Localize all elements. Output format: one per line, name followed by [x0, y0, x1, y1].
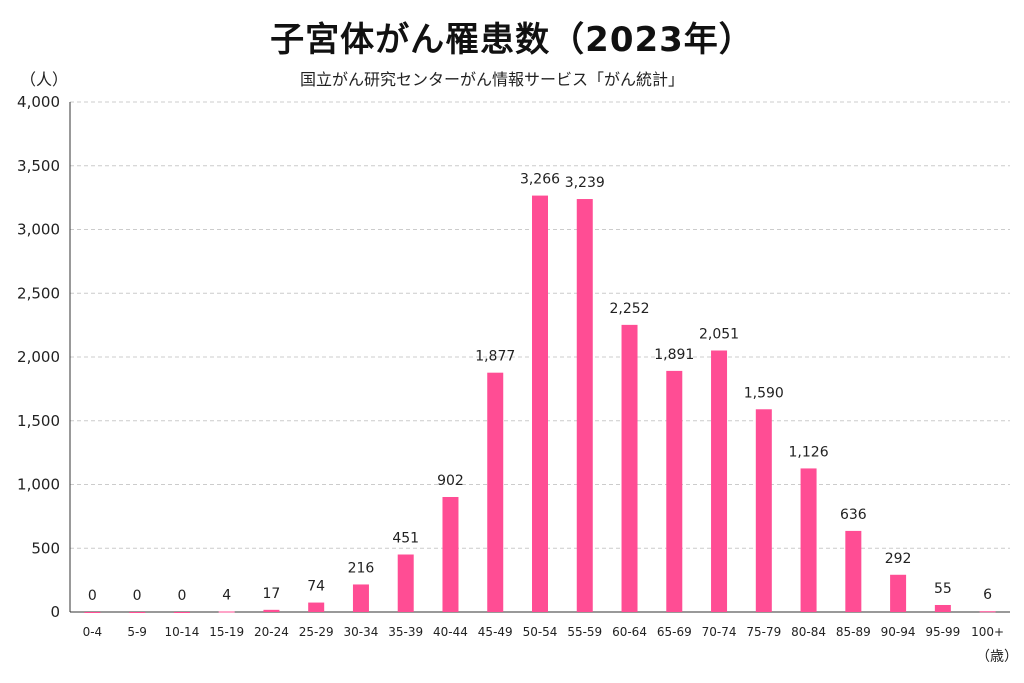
data-label: 292 — [885, 551, 912, 567]
bar — [263, 609, 280, 612]
x-tick-label: 20-24 — [254, 625, 289, 639]
y-tick-label: 3,500 — [17, 157, 60, 175]
x-tick-label: 25-29 — [299, 625, 334, 639]
data-label: 0 — [133, 588, 142, 604]
y-tick-label: 4,000 — [17, 93, 60, 111]
bar — [800, 468, 817, 612]
data-label: 1,590 — [744, 385, 784, 401]
data-label: 1,877 — [475, 349, 515, 365]
bar — [352, 584, 369, 612]
bar — [308, 602, 325, 612]
x-tick-label: 75-79 — [746, 625, 781, 639]
x-tick-label: 70-74 — [702, 625, 737, 639]
bar — [755, 409, 772, 612]
x-tick-label: 95-99 — [925, 625, 960, 639]
data-label: 636 — [840, 507, 867, 523]
data-label: 4 — [222, 587, 231, 603]
y-tick-label: 500 — [31, 539, 60, 557]
data-label: 55 — [934, 581, 952, 597]
bar — [845, 530, 862, 612]
data-label: 1,126 — [789, 444, 829, 460]
x-axis-unit: （歳） — [976, 649, 1018, 665]
data-label: 6 — [983, 587, 992, 603]
y-tick-label: 0 — [50, 603, 60, 621]
bar — [576, 199, 593, 612]
bar — [979, 611, 996, 613]
data-label: 216 — [348, 560, 375, 576]
y-tick-label: 1,500 — [17, 412, 60, 430]
y-tick-label: 2,500 — [17, 284, 60, 302]
x-tick-label: 60-64 — [612, 625, 647, 639]
x-tick-label: 35-39 — [388, 625, 423, 639]
x-tick-label: 15-19 — [209, 625, 244, 639]
data-label: 74 — [307, 579, 325, 595]
chart-title: 子宮体がん罹患数（2023年） — [270, 20, 754, 60]
data-label: 0 — [177, 588, 186, 604]
source-note: 国立がん研究センターがん情報サービス「がん統計」 — [300, 70, 685, 89]
data-label: 451 — [392, 530, 419, 546]
bar — [218, 611, 235, 613]
bar — [84, 612, 101, 613]
bar — [666, 370, 683, 612]
bar — [487, 372, 504, 612]
data-label: 902 — [437, 473, 464, 489]
bar — [934, 604, 951, 612]
bar — [397, 554, 414, 612]
x-tick-label: 30-34 — [344, 625, 379, 639]
x-tick-label: 0-4 — [83, 625, 103, 639]
x-tick-label: 85-89 — [836, 625, 871, 639]
bar — [442, 496, 459, 612]
data-label: 2,252 — [609, 301, 649, 317]
y-tick-label: 1,000 — [17, 476, 60, 494]
bar — [173, 612, 190, 613]
x-tick-label: 50-54 — [523, 625, 558, 639]
bar — [621, 324, 638, 612]
x-tick-label: 45-49 — [478, 625, 513, 639]
bar — [129, 612, 146, 613]
y-tick-label: 3,000 — [17, 221, 60, 239]
y-axis-unit: （人） — [20, 70, 69, 89]
y-tick-label: 2,000 — [17, 348, 60, 366]
x-tick-label: 5-9 — [127, 625, 147, 639]
data-label: 3,239 — [565, 175, 605, 191]
data-label: 17 — [263, 586, 281, 602]
data-label: 2,051 — [699, 326, 739, 342]
data-label: 3,266 — [520, 172, 560, 188]
x-tick-label: 80-84 — [791, 625, 826, 639]
bar — [711, 350, 728, 612]
x-tick-label: 65-69 — [657, 625, 692, 639]
x-tick-label: 55-59 — [567, 625, 602, 639]
data-label: 0 — [88, 588, 97, 604]
bar — [890, 574, 907, 612]
bar — [532, 195, 548, 612]
x-tick-label: 40-44 — [433, 625, 468, 639]
x-tick-label: 100+ — [971, 625, 1004, 639]
x-tick-label: 10-14 — [164, 625, 199, 639]
x-tick-label: 90-94 — [881, 625, 916, 639]
data-label: 1,891 — [654, 347, 694, 363]
